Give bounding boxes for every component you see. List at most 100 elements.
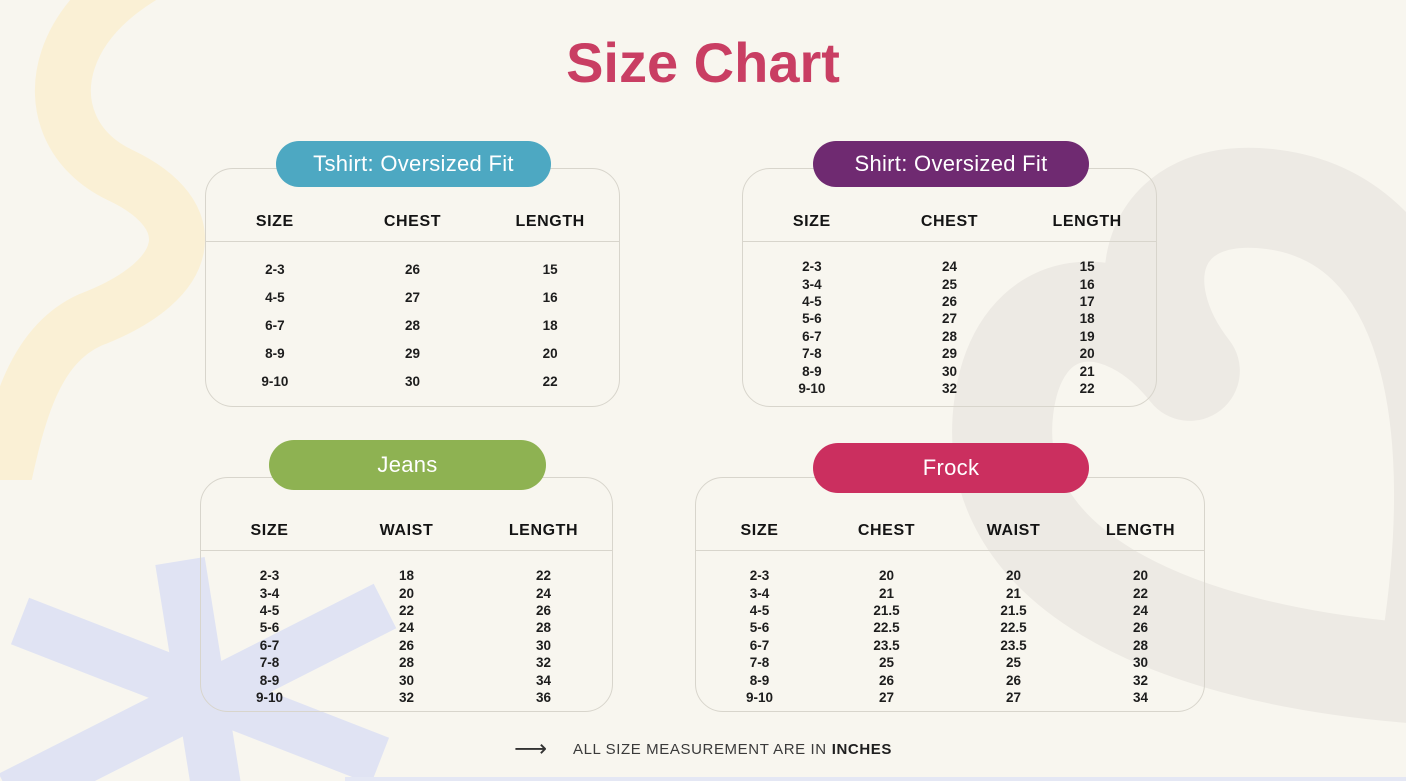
- column-header: WAIST: [986, 522, 1041, 539]
- table-cell: 17: [1079, 293, 1095, 309]
- column-header: CHEST: [383, 213, 442, 230]
- table-cell: 8-9: [265, 346, 285, 362]
- table-cell: 5-6: [749, 620, 770, 636]
- table-cell: 8-9: [259, 672, 280, 688]
- table-cell: 32: [1132, 672, 1149, 688]
- table-cell: 18: [398, 568, 415, 584]
- measurement-note: ⟶ ALL SIZE MEASUREMENT ARE IN INCHES: [514, 738, 892, 761]
- table-cell: 5-6: [259, 620, 280, 636]
- table-row: 9-10 32 36: [201, 689, 612, 706]
- card-title: Jeans: [377, 452, 438, 477]
- table-cell: 8-9: [802, 363, 822, 379]
- table-cell: 2-3: [749, 568, 770, 584]
- table-cell: 21.5: [1000, 602, 1027, 618]
- table-cell: 24: [941, 259, 957, 275]
- table-cell: 4-5: [265, 289, 285, 305]
- table-cell: 4-5: [749, 602, 770, 618]
- table-row: 4-5 21.5 21.5 24: [696, 602, 1204, 619]
- table-cell: 22.5: [1000, 620, 1027, 636]
- table-row: 5-6 22.5 22.5 26: [696, 619, 1204, 636]
- table-cell: 21: [878, 585, 895, 601]
- table-cell: 7-8: [259, 655, 280, 671]
- column-header: SIZE: [255, 213, 294, 230]
- size-card-tshirt: Tshirt: Oversized Fit SIZE CHEST LENGTH 2-…: [205, 141, 620, 407]
- table-cell: 6-7: [749, 637, 770, 653]
- column-header: LENGTH: [515, 213, 585, 230]
- table-row: 9-10 30 22: [206, 368, 619, 396]
- table-row: 6-7 23.5 23.5 28: [696, 637, 1204, 654]
- table-cell: 25: [1005, 655, 1022, 671]
- table-cell: 7-8: [802, 346, 822, 362]
- table-header-row: SIZE WAIST LENGTH: [201, 478, 612, 551]
- table-cell: 29: [941, 346, 957, 362]
- table-cell: 21.5: [873, 602, 900, 618]
- table-cell: 26: [1005, 672, 1022, 688]
- card-title: Frock: [922, 455, 980, 480]
- table-cell: 20: [1132, 568, 1149, 584]
- column-header: SIZE: [740, 522, 779, 539]
- column-header: CHEST: [857, 522, 916, 539]
- card-title: Tshirt: Oversized Fit: [313, 151, 514, 176]
- column-header: SIZE: [792, 213, 831, 230]
- table-cell: 27: [1005, 689, 1022, 705]
- table-cell: 22: [542, 374, 558, 390]
- table-row: 2-3 24 15: [743, 258, 1156, 275]
- card-title-pill-shirt: Shirt: Oversized Fit: [813, 141, 1089, 187]
- table-cell: 20: [1079, 346, 1095, 362]
- table-cell: 28: [941, 328, 957, 344]
- table-row: 4-5 26 17: [743, 293, 1156, 310]
- right-arrow-icon: ⟶: [513, 736, 547, 762]
- table-cell: 15: [542, 261, 558, 277]
- table-cell: 6-7: [259, 637, 280, 653]
- note-emphasis: INCHES: [831, 740, 893, 758]
- table-row: 3-4 21 21 22: [696, 584, 1204, 601]
- table-cell: 9-10: [798, 380, 826, 396]
- table-cell: 30: [404, 374, 420, 390]
- table-row: 4-5 22 26: [201, 602, 612, 619]
- table-cell: 32: [398, 689, 415, 705]
- table-cell: 26: [535, 602, 552, 618]
- table-body: 2-3 18 22 3-4 20 24 4-5 22 26 5-6 24 28 6-7 26 30 7-8 28…: [201, 551, 612, 706]
- table-cell: 26: [878, 672, 895, 688]
- table-cell: 25: [878, 655, 895, 671]
- table-cell: 28: [398, 655, 415, 671]
- table-cell: 22: [1079, 380, 1095, 396]
- table-cell: 20: [1005, 568, 1022, 584]
- table-cell: 22.5: [873, 620, 900, 636]
- table-cell: 26: [1132, 620, 1149, 636]
- table-cell: 32: [535, 655, 552, 671]
- table-cell: 24: [535, 585, 552, 601]
- table-row: 2-3 18 22: [201, 567, 612, 584]
- table-cell: 20: [542, 346, 558, 362]
- table-cell: 9-10: [261, 374, 289, 390]
- table-cell: 7-8: [749, 655, 770, 671]
- card-title-pill-jeans: Jeans: [269, 440, 546, 490]
- table-row: 6-7 26 30: [201, 637, 612, 654]
- page-title: Size Chart: [566, 31, 840, 94]
- table-row: 2-3 20 20 20: [696, 567, 1204, 584]
- table-row: 7-8 29 20: [743, 345, 1156, 362]
- table-row: 3-4 25 16: [743, 275, 1156, 292]
- table-cell: 18: [542, 317, 558, 333]
- table-row: 8-9 30 34: [201, 671, 612, 688]
- table-cell: 22: [398, 602, 415, 618]
- size-card-shirt: Shirt: Oversized Fit SIZE CHEST LENGTH 2-3…: [742, 141, 1157, 407]
- table-row: 9-10 27 27 34: [696, 689, 1204, 706]
- table-cell: 6-7: [265, 317, 285, 333]
- column-header: WAIST: [379, 522, 434, 539]
- table-cell: 3-4: [259, 585, 280, 601]
- table-cell: 2-3: [802, 259, 822, 275]
- table-cell: 25: [941, 276, 957, 292]
- column-header: CHEST: [920, 213, 979, 230]
- table-cell: 34: [535, 672, 552, 688]
- table-body: 2-3 26 15 4-5 27 16 6-7 28 18 8-9 29 20 9-10 30 22: [206, 242, 619, 396]
- table-cell: 27: [941, 311, 957, 327]
- table-row: 7-8 25 25 30: [696, 654, 1204, 671]
- table-cell: 30: [398, 672, 415, 688]
- table-cell: 9-10: [255, 689, 284, 705]
- table-row: 7-8 28 32: [201, 654, 612, 671]
- table-cell: 8-9: [749, 672, 770, 688]
- table-cell: 26: [941, 293, 957, 309]
- table-cell: 24: [1132, 602, 1149, 618]
